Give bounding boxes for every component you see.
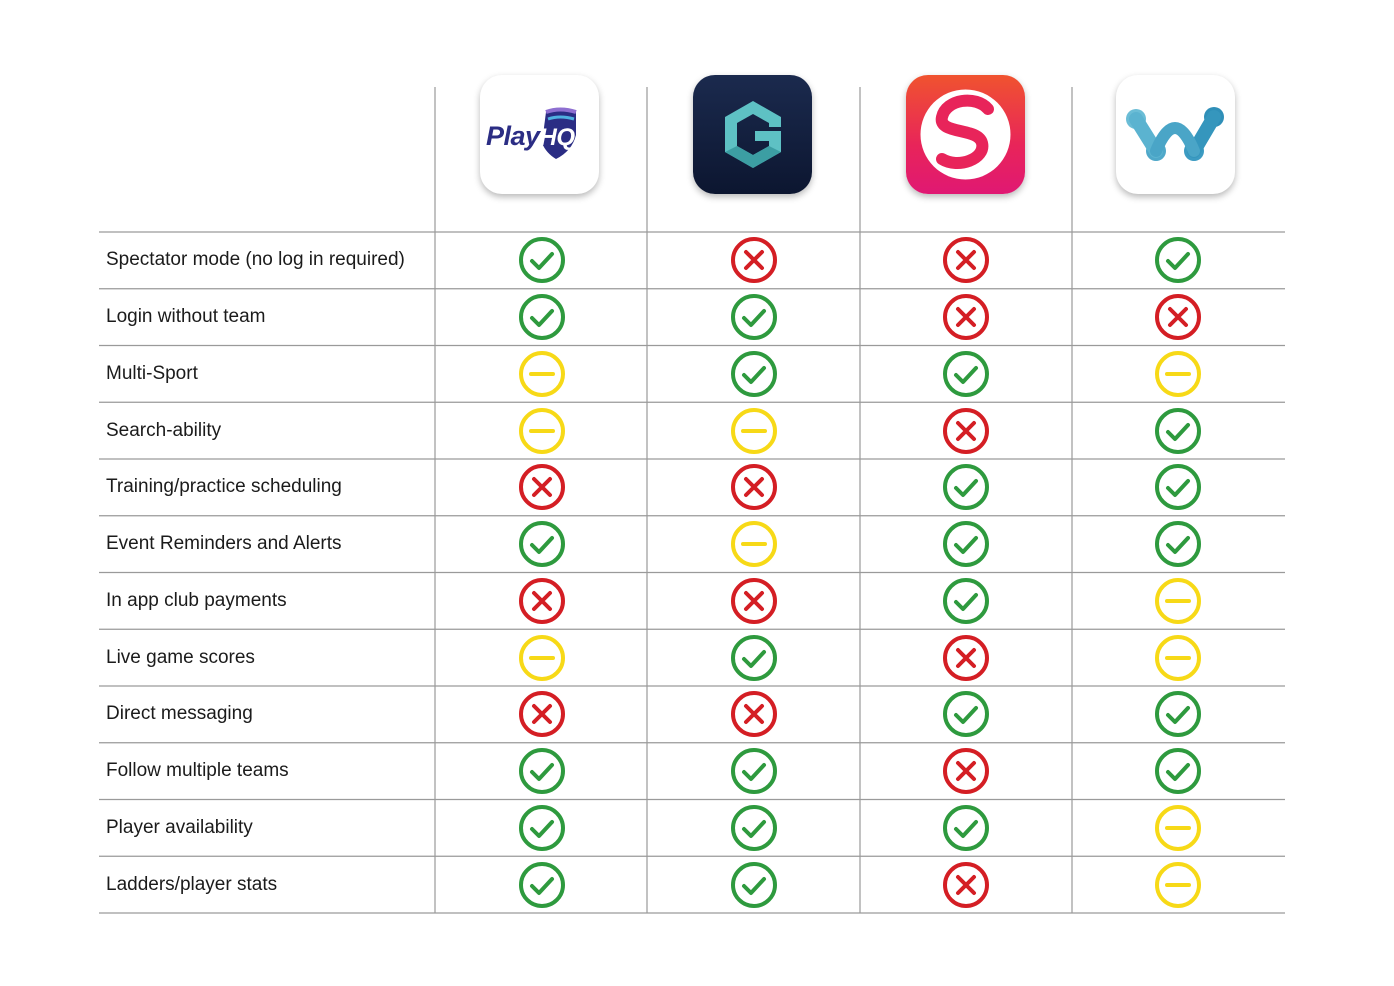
cross-circle-icon [942, 747, 990, 795]
check-circle-icon [1154, 236, 1202, 284]
check-circle-icon [730, 634, 778, 682]
feature-label: In app club payments [106, 589, 287, 611]
check-circle-icon [942, 804, 990, 852]
cross-circle-icon [518, 690, 566, 738]
partial-circle-icon [1154, 634, 1202, 682]
g-hexagon-icon [725, 101, 781, 168]
partial-circle-icon [1154, 350, 1202, 398]
partial-circle-icon [1154, 804, 1202, 852]
cross-circle-icon [518, 463, 566, 511]
partial-circle-icon [1154, 861, 1202, 909]
gameday-app-icon [693, 75, 812, 194]
check-circle-icon [1154, 690, 1202, 738]
check-circle-icon [942, 577, 990, 625]
check-circle-icon [1154, 747, 1202, 795]
check-circle-icon [518, 861, 566, 909]
feature-label: Spectator mode (no log in required) [106, 249, 405, 271]
feature-label: Search-ability [106, 419, 222, 441]
feature-label: Direct messaging [106, 703, 253, 725]
playhq-app-icon: PlayHQ [480, 75, 599, 194]
check-circle-icon [942, 463, 990, 511]
feature-label: Ladders/player stats [106, 873, 278, 895]
partial-circle-icon [1154, 577, 1202, 625]
check-circle-icon [518, 747, 566, 795]
feature-label: Event Reminders and Alerts [106, 533, 342, 555]
check-circle-icon [1154, 463, 1202, 511]
cross-circle-icon [518, 577, 566, 625]
check-circle-icon [730, 747, 778, 795]
s-circle-icon [920, 89, 1011, 180]
check-circle-icon [730, 350, 778, 398]
cross-circle-icon [1154, 293, 1202, 341]
partial-circle-icon [730, 520, 778, 568]
feature-label: Multi-Sport [106, 362, 198, 384]
cross-circle-icon [730, 690, 778, 738]
check-circle-icon [518, 236, 566, 284]
partial-circle-icon [730, 407, 778, 455]
check-circle-icon [730, 861, 778, 909]
w-app-icon [1116, 75, 1235, 194]
check-circle-icon [1154, 520, 1202, 568]
partial-circle-icon [518, 350, 566, 398]
cross-circle-icon [942, 407, 990, 455]
cross-circle-icon [730, 577, 778, 625]
playhq-wordmark: PlayHQ [486, 121, 575, 151]
cross-circle-icon [942, 293, 990, 341]
check-circle-icon [730, 293, 778, 341]
feature-label: Login without team [106, 306, 266, 328]
cross-circle-icon [730, 463, 778, 511]
feature-label: Training/practice scheduling [106, 476, 342, 498]
check-circle-icon [1154, 407, 1202, 455]
shield-icon [542, 107, 577, 159]
feature-label: Live game scores [106, 646, 255, 668]
spond-app-icon [906, 75, 1025, 194]
check-circle-icon [730, 804, 778, 852]
cross-circle-icon [942, 634, 990, 682]
check-circle-icon [942, 520, 990, 568]
partial-circle-icon [518, 634, 566, 682]
check-circle-icon [518, 520, 566, 568]
check-circle-icon [518, 293, 566, 341]
check-circle-icon [942, 690, 990, 738]
feature-label: Follow multiple teams [106, 760, 289, 782]
check-circle-icon [518, 804, 566, 852]
cross-circle-icon [730, 236, 778, 284]
check-circle-icon [942, 350, 990, 398]
w-molecule-icon [1126, 107, 1224, 161]
partial-circle-icon [518, 407, 566, 455]
feature-label: Player availability [106, 816, 253, 838]
cross-circle-icon [942, 861, 990, 909]
cross-circle-icon [942, 236, 990, 284]
